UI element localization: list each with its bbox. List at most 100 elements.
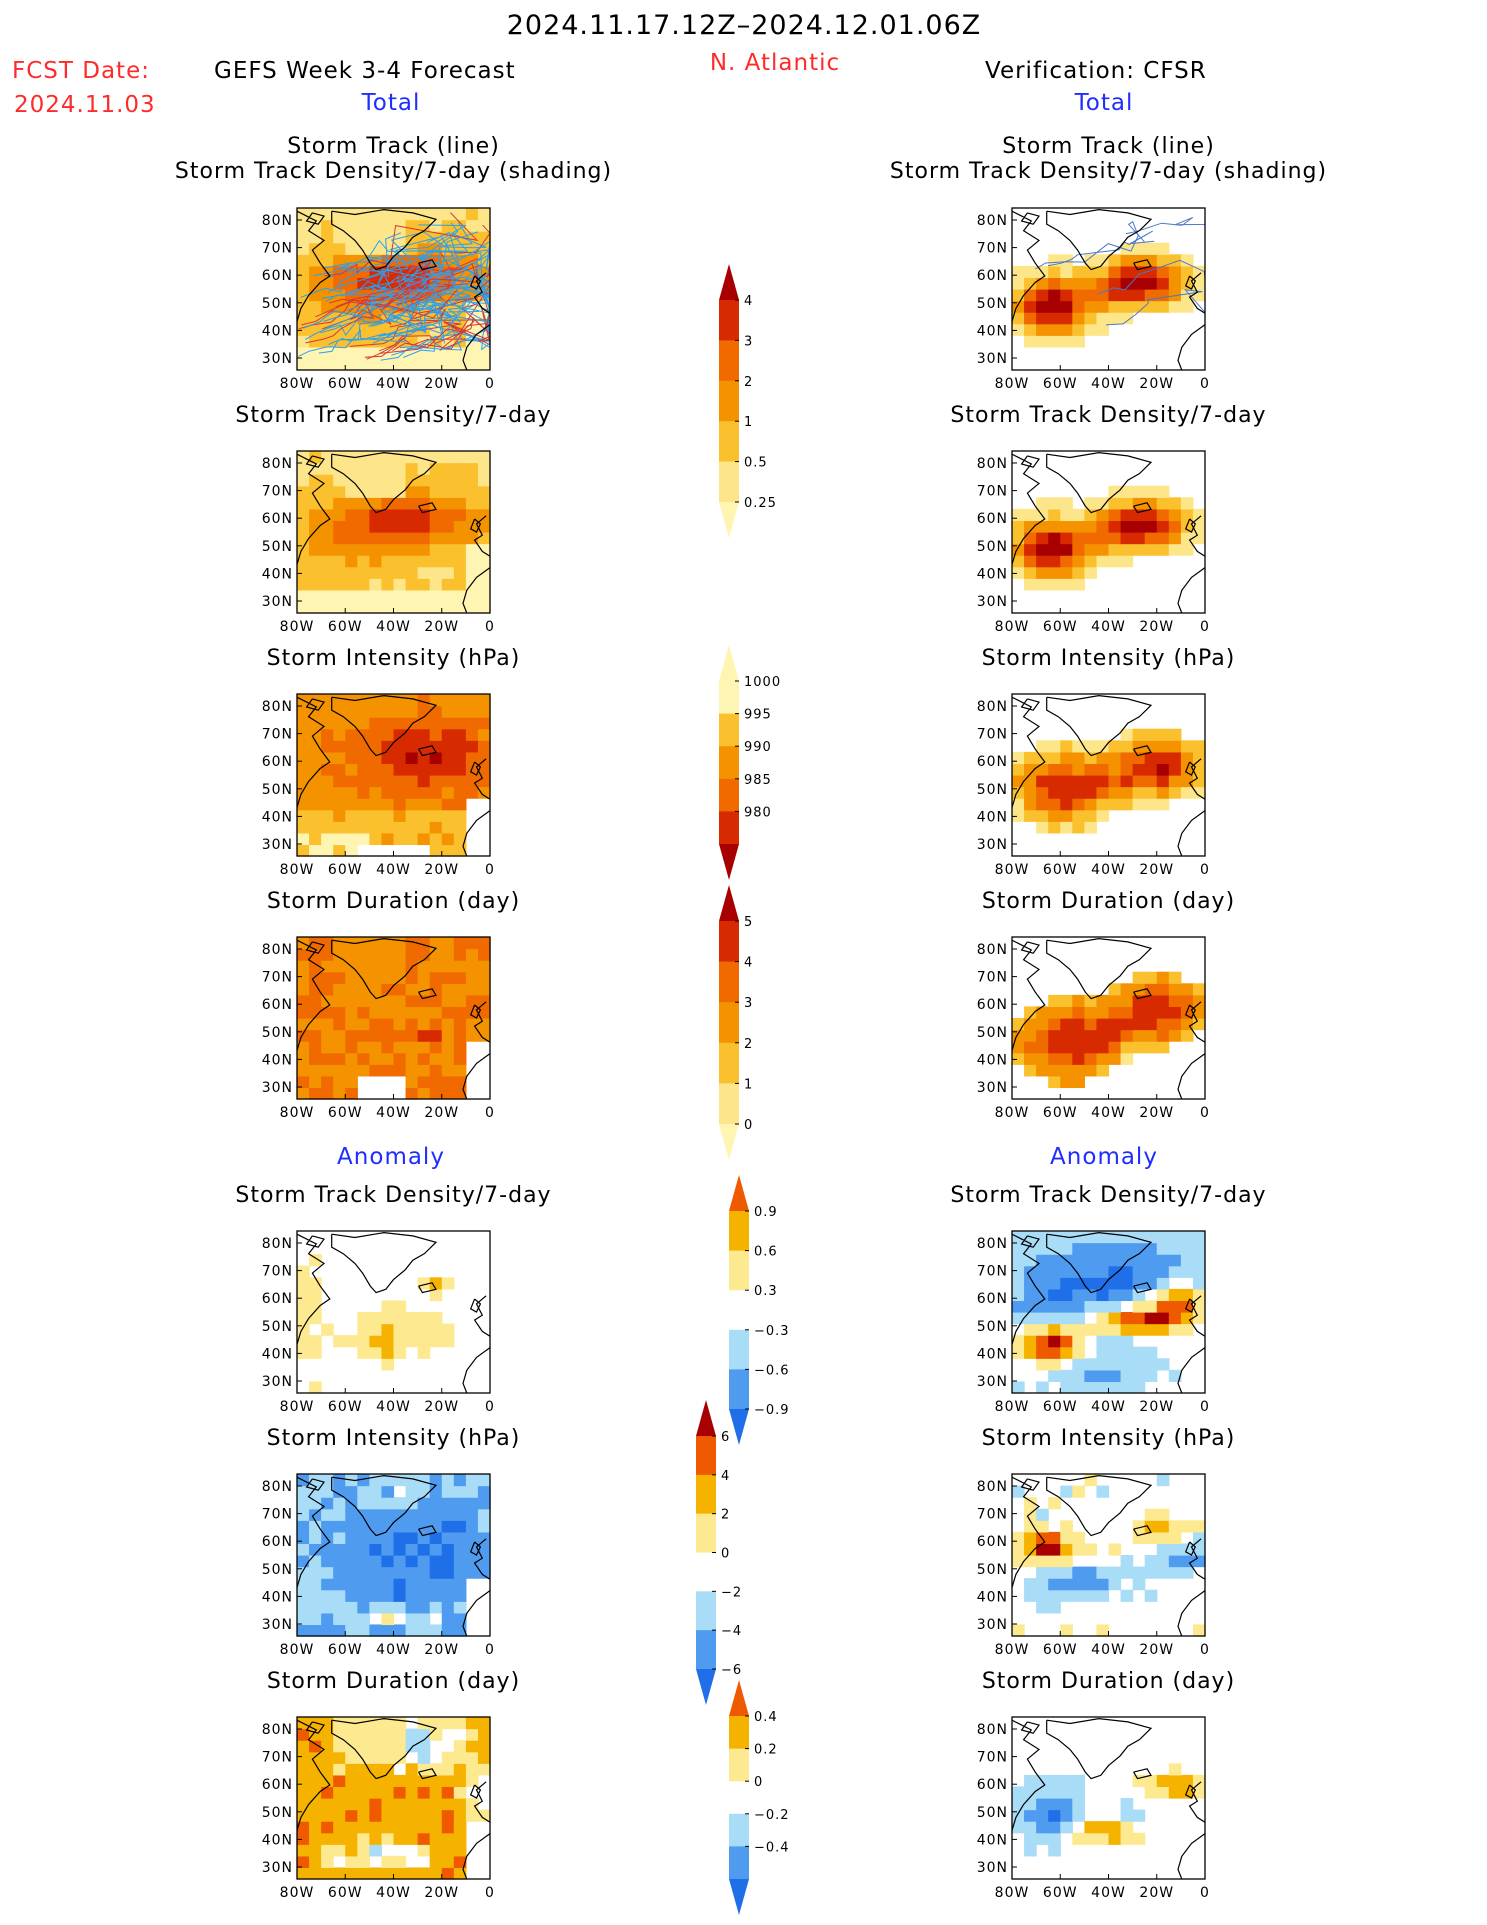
heatmap-cell <box>333 578 346 591</box>
heatmap-cell <box>333 937 346 950</box>
heatmap-cell <box>405 231 419 244</box>
heatmap-cell <box>1168 994 1182 1008</box>
heatmap-cell <box>309 728 322 741</box>
heatmap-cell <box>1168 1300 1182 1313</box>
heatmap-cell <box>417 937 431 950</box>
heatmap-cell <box>429 1832 443 1845</box>
heatmap-cell <box>453 694 467 707</box>
heatmap-cell <box>357 1312 370 1325</box>
heatmap-cell <box>1108 1041 1122 1054</box>
heatmap-cell <box>453 728 467 741</box>
heatmap-cell <box>1108 497 1122 510</box>
heatmap-cell <box>333 1543 346 1556</box>
heatmap-cell <box>1156 254 1170 267</box>
heatmap-cell <box>1084 1006 1098 1019</box>
heatmap-cell <box>453 971 467 984</box>
heatmap-cell <box>429 1798 443 1811</box>
heatmap-cell <box>309 1531 322 1545</box>
heatmap-cell <box>321 1624 334 1637</box>
heatmap-cell <box>393 1832 407 1845</box>
heatmap-cell <box>393 555 407 568</box>
heatmap-cell <box>1024 1844 1037 1857</box>
heatmap-cell <box>1084 1265 1098 1278</box>
heatmap-cell <box>1060 1277 1073 1290</box>
heatmap-cell <box>309 555 322 568</box>
heatmap-cell <box>405 1497 419 1510</box>
colorbar-label: −2 <box>721 1585 742 1600</box>
heatmap-cell <box>1156 289 1170 302</box>
heatmap-cell <box>381 832 395 846</box>
heatmap-cell <box>357 1497 370 1510</box>
heatmap-cell <box>465 485 479 498</box>
heatmap-cell <box>1096 763 1110 776</box>
heatmap-cell <box>405 798 419 811</box>
heatmap-cell <box>429 1763 443 1776</box>
heatmap-cell <box>1012 1018 1025 1031</box>
heatmap-cell <box>333 451 346 464</box>
heatmap-cell <box>1156 1254 1170 1267</box>
heatmap-cell <box>357 717 370 730</box>
heatmap-cell <box>1012 566 1025 579</box>
heatmap-cell <box>297 751 310 765</box>
colorbar-segment <box>729 1369 749 1410</box>
heatmap-cell <box>321 485 334 498</box>
x-tick-label: 80W <box>995 1105 1030 1121</box>
heatmap-cell <box>405 1485 419 1498</box>
heatmap-cell <box>1108 763 1122 776</box>
heatmap-cell <box>453 775 467 788</box>
heatmap-cell <box>1024 520 1037 533</box>
heatmap-cell <box>333 832 346 846</box>
heatmap-cell <box>1108 994 1122 1008</box>
heatmap-cell <box>297 1497 310 1510</box>
heatmap-cell <box>1192 1555 1206 1568</box>
colorbar-segment <box>729 1211 749 1252</box>
heatmap-cell <box>381 1832 395 1845</box>
heatmap-cell <box>1120 751 1134 765</box>
heatmap-cell <box>333 346 346 360</box>
coastline <box>1011 1717 1206 1880</box>
heatmap-cell <box>1108 312 1122 325</box>
heatmap-cell <box>1144 1029 1158 1042</box>
heatmap-cell <box>1192 786 1206 799</box>
x-tick-label: 80W <box>995 1399 1030 1415</box>
heatmap-cell <box>417 358 431 371</box>
heatmap-cell <box>357 1064 370 1077</box>
heatmap-cell <box>453 532 467 545</box>
x-tick-label: 0 <box>485 376 495 392</box>
colorbar-label: 980 <box>744 805 772 820</box>
heatmap-cell <box>1096 751 1110 765</box>
heatmap-cell <box>1156 775 1170 788</box>
colorbar-label: −6 <box>721 1663 742 1678</box>
heatmap-cell <box>297 1786 310 1799</box>
heatmap-cell <box>393 1497 407 1510</box>
heatmap-cell <box>417 798 431 811</box>
heatmap-cell <box>357 1809 370 1822</box>
heatmap-cell <box>1048 775 1061 788</box>
heatmap-cell <box>1036 520 1049 533</box>
heatmap-cell <box>1048 821 1061 834</box>
heatmap-cell <box>417 485 431 498</box>
heatmap-cell <box>1108 786 1122 799</box>
y-tick-label: 60N <box>262 997 293 1013</box>
heatmap-cell <box>1168 520 1182 533</box>
heatmap-cell <box>345 798 358 811</box>
heatmap-cell <box>465 566 479 579</box>
x-tick-label: 60W <box>1043 1399 1078 1415</box>
heatmap-cell <box>405 1566 419 1579</box>
heatmap-cell <box>381 948 395 961</box>
heatmap-cell <box>1036 740 1049 753</box>
heatmap-cell <box>321 1589 334 1602</box>
heatmap-cell <box>297 994 310 1008</box>
heatmap-cell <box>1024 1323 1037 1336</box>
heatmap-cell <box>1048 809 1061 822</box>
heatmap-cell <box>1096 1041 1110 1054</box>
heatmap-cell <box>1036 1323 1049 1336</box>
heatmap-cell <box>1048 1774 1061 1788</box>
heatmap-cell <box>297 312 310 325</box>
heatmap-cell <box>1060 786 1073 799</box>
storm-track-line <box>335 260 460 308</box>
heatmap-cell <box>1108 1821 1122 1834</box>
heatmap-cell <box>393 601 407 614</box>
heatmap-cell <box>321 566 334 579</box>
heatmap-cell <box>1048 1312 1061 1325</box>
